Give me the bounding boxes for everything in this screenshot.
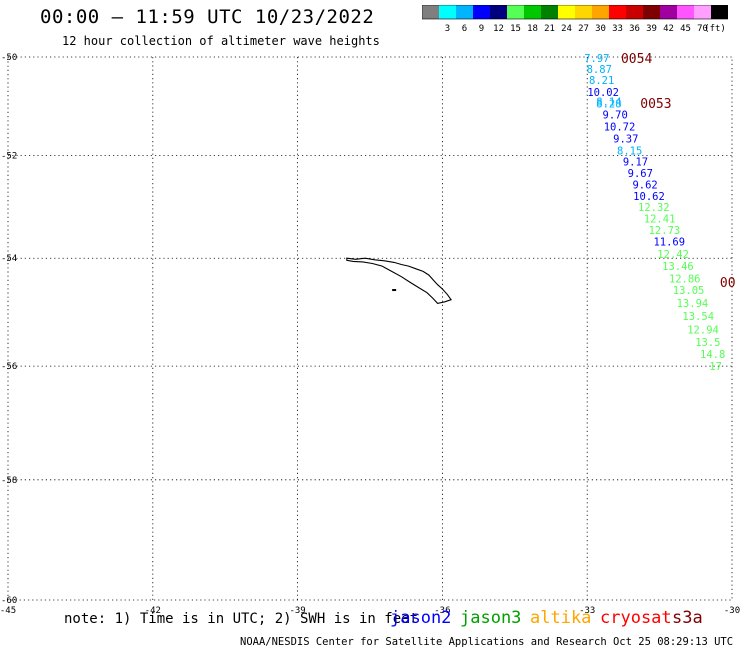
colorbar-swatch xyxy=(524,5,541,19)
wave-height-reading: 13.94 xyxy=(677,298,709,310)
colorbar-swatch xyxy=(694,5,711,19)
wave-height-readings: 7.978.878.2110.028.148.289.7010.729.378.… xyxy=(584,53,725,373)
island-coastline xyxy=(346,257,452,305)
wave-height-reading: 8.28 xyxy=(596,99,621,111)
pass-time-label: 0053 xyxy=(640,97,671,112)
wave-height-reading: 13.5 xyxy=(695,337,720,349)
colorbar-swatch xyxy=(609,5,626,19)
map-frame xyxy=(7,56,733,601)
wave-height-reading: 12.73 xyxy=(649,225,681,237)
colorbar-swatch xyxy=(473,5,490,19)
wave-height-reading: 13.54 xyxy=(682,311,714,323)
colorbar-tick-label: 18 xyxy=(527,24,538,34)
colorbar-tick-label: 3 xyxy=(445,24,450,34)
wave-height-reading: 13.46 xyxy=(662,261,694,273)
legend-cryosat: cryosat xyxy=(600,608,672,628)
colorbar-tick-label: 6 xyxy=(462,24,467,34)
legend-altika: altika xyxy=(530,608,592,628)
colorbar-tick-label: 15 xyxy=(510,24,521,34)
wave-height-reading: 17 xyxy=(709,361,722,373)
colorbar-tick-label: 39 xyxy=(646,24,657,34)
wave-height-reading: 12.94 xyxy=(687,324,719,336)
footer-credit: NOAA/NESDIS Center for Satellite Applica… xyxy=(240,636,740,648)
colorbar-swatch xyxy=(422,5,439,19)
colorbar-tick-label: 9 xyxy=(479,24,484,34)
colorbar-tick-label: 45 xyxy=(680,24,691,34)
colorbar-tick-label: 27 xyxy=(578,24,589,34)
colorbar-tick-label: 36 xyxy=(629,24,640,34)
lon-tick-label: -42 xyxy=(145,606,161,616)
colorbar-border xyxy=(422,5,728,20)
south-georgia-outline xyxy=(346,257,452,305)
wave-height-reading: 10.02 xyxy=(587,87,619,99)
wave-height-reading: 9.62 xyxy=(632,180,657,192)
colorbar-tick-label: 42 xyxy=(663,24,674,34)
colorbar-swatch xyxy=(439,5,456,19)
wave-height-reading: 8.87 xyxy=(587,64,612,76)
wave-height-reading: 11.69 xyxy=(653,236,685,248)
lon-tick-label: -33 xyxy=(579,606,595,616)
colorbar-tick-label: 21 xyxy=(544,24,555,34)
colorbar-swatch xyxy=(626,5,643,19)
colorbar-swatch xyxy=(490,5,507,19)
colorbar-swatch xyxy=(660,5,677,19)
legend-s3a: s3a xyxy=(672,608,703,628)
colorbar-tick-label: 33 xyxy=(612,24,623,34)
colorbar-swatch xyxy=(643,5,660,19)
lon-tick-label: -39 xyxy=(289,606,305,616)
wave-height-reading: 9.70 xyxy=(603,110,628,122)
map-grid xyxy=(8,57,732,600)
lat-tick-label: -60 xyxy=(1,596,17,606)
wave-height-colorbar: 3 6 9 12 15 18 21 24 27 30 33 36 39 42 45 70(ft) xyxy=(422,5,728,34)
lon-tick-label: -30 xyxy=(724,606,740,616)
lon-tick-label: -45 xyxy=(0,606,16,616)
colorbar-tick-label: 30 xyxy=(595,24,606,34)
wave-height-reading: 10.62 xyxy=(633,191,665,203)
colorbar-swatch xyxy=(507,5,524,19)
footer-note: note: 1) Time is in UTC; 2) SWH is in fe… xyxy=(64,611,419,627)
islet xyxy=(392,289,397,292)
lon-tick-label: -36 xyxy=(434,606,450,616)
colorbar-swatch xyxy=(541,5,558,19)
lat-tick-label: -54 xyxy=(1,254,17,264)
colorbar-unit: (ft) xyxy=(704,24,726,34)
wave-height-reading: 9.37 xyxy=(613,133,638,145)
map-title: 00:00 — 11:59 UTC 10/23/2022 xyxy=(40,6,375,28)
wave-height-reading: 8.15 xyxy=(617,145,642,157)
wave-height-reading: 13.05 xyxy=(673,285,705,297)
wave-height-reading: 9.67 xyxy=(628,168,653,180)
colorbar-swatch xyxy=(558,5,575,19)
axis-tick-labels: -45 -42 -39 -36 -33 -30 -50 -52 -54 -56 -58 -60 xyxy=(0,53,740,616)
legend-jason3: jason3 xyxy=(460,608,522,628)
lat-tick-label: -56 xyxy=(1,362,17,372)
colorbar-swatch xyxy=(456,5,473,19)
map-border xyxy=(7,56,733,601)
colorbar-swatch xyxy=(711,5,728,19)
wave-height-reading: 10.72 xyxy=(604,121,636,133)
colorbar-tick-label: 70 xyxy=(697,24,708,34)
map-subtitle: 12 hour collection of altimeter wave hei… xyxy=(62,34,380,48)
wave-height-reading: 12.42 xyxy=(657,249,689,261)
lat-tick-label: -52 xyxy=(1,151,17,161)
colorbar-swatch xyxy=(592,5,609,19)
pass-time-label: 0054 xyxy=(621,52,652,67)
wave-height-reading: 14.8 xyxy=(700,349,725,361)
legend-jason2: jason2 xyxy=(390,608,452,628)
lat-tick-label: -50 xyxy=(1,53,17,63)
wave-height-reading: 12.32 xyxy=(638,202,670,214)
wave-height-reading: 12.41 xyxy=(644,214,676,226)
lat-tick-label: -58 xyxy=(1,476,17,486)
pass-time-labels: 0054 0053 00 xyxy=(621,52,736,291)
colorbar-tick-label: 12 xyxy=(493,24,504,34)
pass-time-label: 00 xyxy=(720,276,736,291)
wave-height-reading: 9.17 xyxy=(623,156,648,168)
wave-height-reading: 8.14 xyxy=(596,97,621,109)
wave-height-reading: 12.86 xyxy=(669,273,701,285)
colorbar-tick-label: 24 xyxy=(561,24,572,34)
colorbar-swatch xyxy=(575,5,592,19)
wave-height-reading: 8.21 xyxy=(589,75,614,87)
wave-height-reading: 7.97 xyxy=(584,53,609,65)
colorbar-swatch xyxy=(677,5,694,19)
